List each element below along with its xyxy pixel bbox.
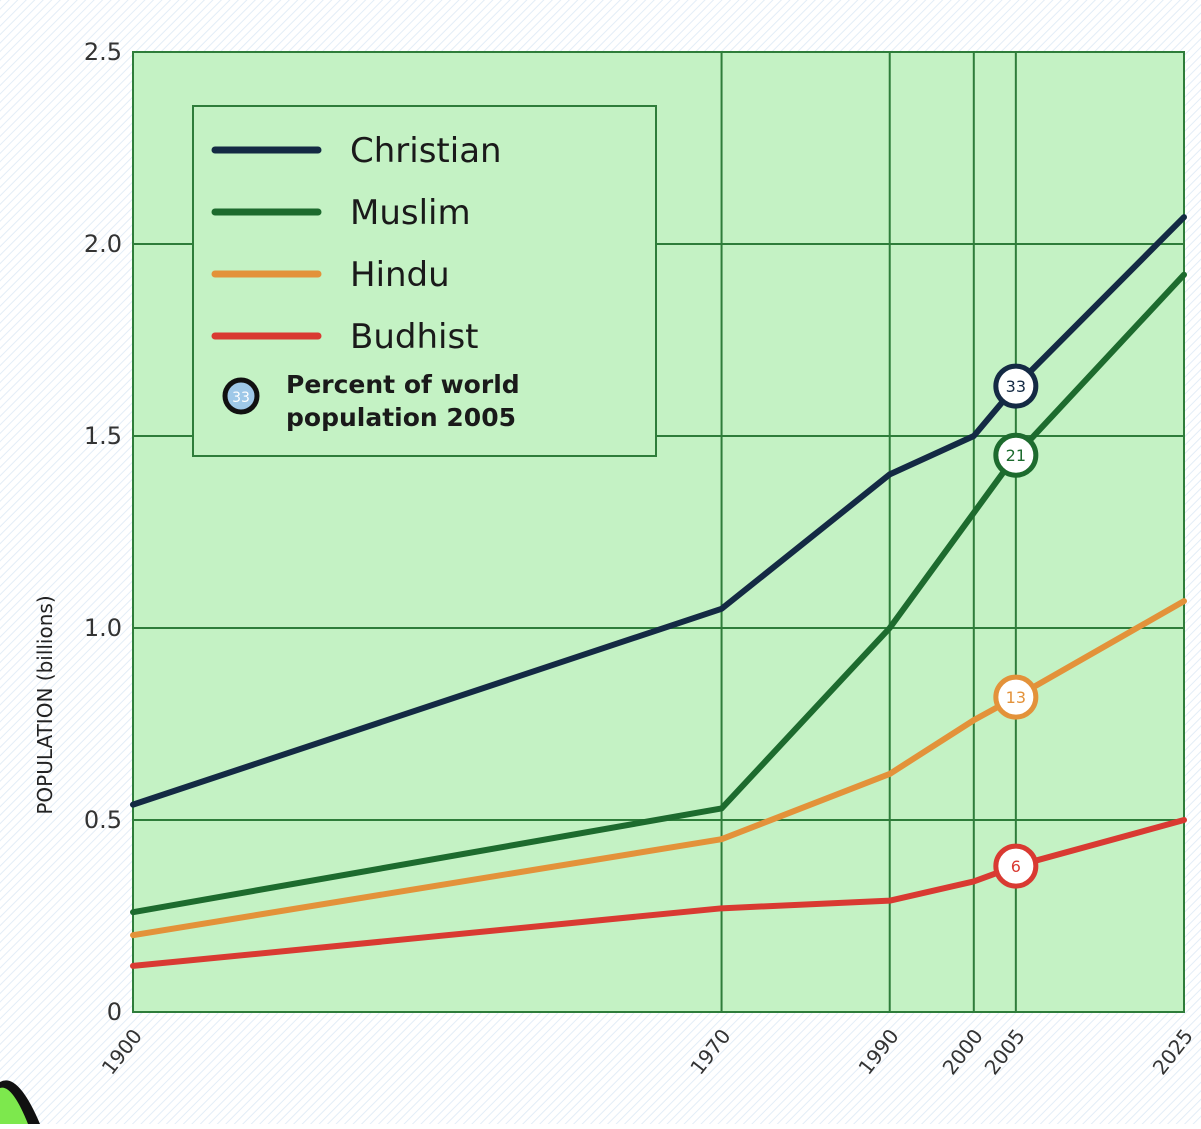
series-lines xyxy=(130,214,1187,969)
marker-hindu xyxy=(993,674,1039,720)
legend-items: Christian Muslim Hindu Budhist xyxy=(211,131,502,357)
y-tick-label: 2.5 xyxy=(84,38,122,66)
y-tick-label: 1.0 xyxy=(84,614,122,642)
legend-marker-symbol xyxy=(222,377,260,415)
marker-christian xyxy=(993,363,1039,409)
marker-label-christian: 33 xyxy=(1006,377,1026,396)
series-line-muslim xyxy=(130,271,1187,916)
series-line-hindu xyxy=(130,598,1187,939)
marker-label-muslim: 21 xyxy=(1006,446,1026,465)
legend: Christian Muslim Hindu Budhist 33 Percent o… xyxy=(192,105,657,457)
legend-label-budhist: Budhist xyxy=(350,317,479,357)
y-axis-label: POPULATION (billions) xyxy=(33,595,57,814)
plot-border xyxy=(132,51,1185,1013)
legend-label-hindu: Hindu xyxy=(350,255,450,295)
y-tick-label: 2.0 xyxy=(84,230,122,258)
series-line-budhist xyxy=(130,817,1187,969)
series-line-christian xyxy=(130,214,1187,808)
corner-decoration xyxy=(0,1080,40,1124)
legend-marker-note: Percent of world population 2005 xyxy=(286,370,520,432)
marker-muslim xyxy=(993,432,1039,478)
marker-label-hindu: 13 xyxy=(1006,688,1026,707)
y-tick-label: 1.5 xyxy=(84,422,122,450)
y-axis-ticks: 0 0.5 1.0 1.5 2.0 2.5 xyxy=(84,38,122,1026)
marker-budhist xyxy=(993,843,1039,889)
legend-box xyxy=(192,105,657,457)
marker-label-budhist: 6 xyxy=(1011,857,1021,876)
y-tick-label: 0.5 xyxy=(84,806,122,834)
legend-marker-entry: 33 Percent of world population 2005 xyxy=(222,370,520,432)
y-tick-label: 0 xyxy=(107,998,122,1026)
percent-markers: 33 21 13 6 xyxy=(993,363,1039,889)
legend-marker-symbol-label: 33 xyxy=(232,390,250,406)
legend-label-christian: Christian xyxy=(350,131,502,171)
legend-label-muslim: Muslim xyxy=(350,193,471,233)
